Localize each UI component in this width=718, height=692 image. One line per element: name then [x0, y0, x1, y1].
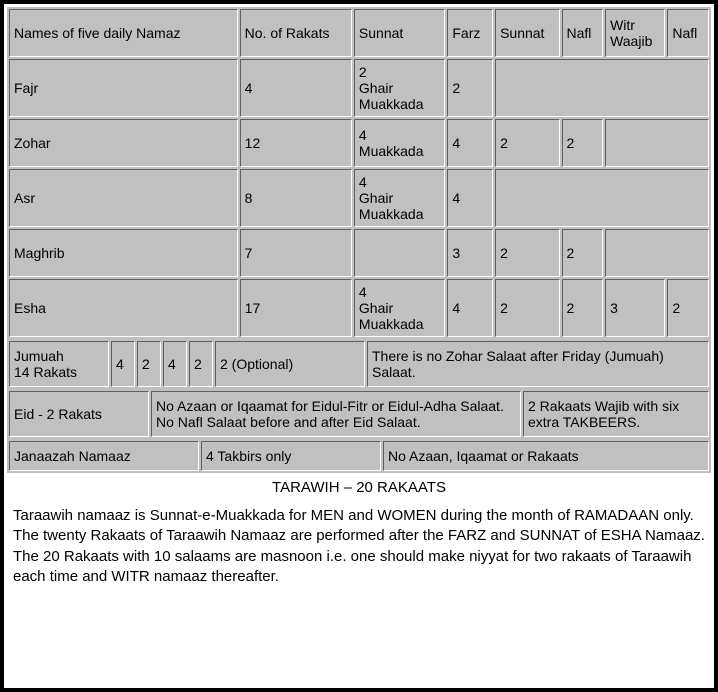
cell-rakats: 17	[240, 279, 352, 337]
jumuah-note: There is no Zohar Salaat after Friday (J…	[367, 341, 709, 387]
namaz-table: Names of five daily Namaz No. of Rakats …	[7, 7, 711, 339]
col-nafl1: Nafl	[562, 9, 604, 57]
eid-note1: No Azaan or Iqaamat for Eidul-Fitr or Ei…	[151, 391, 521, 437]
cell-name: Maghrib	[9, 229, 238, 277]
tarawih-body: Taraawih namaaz is Sunnat-e-Muakkada for…	[7, 506, 711, 587]
cell-nafl1: 2	[562, 119, 604, 167]
jumuah-c4: 2	[189, 341, 213, 387]
cell-sunnat2: 2	[495, 119, 559, 167]
cell-name: Fajr	[9, 59, 238, 117]
col-witr: Witr Waajib	[605, 9, 665, 57]
table-row: Zohar 12 4 Muakkada 4 2 2	[9, 119, 709, 167]
jumuah-table: Jumuah 14 Rakats 4 2 4 2 2 (Optional) Th…	[7, 339, 711, 389]
tarawih-p1: Taraawih namaaz is Sunnat-e-Muakkada for…	[13, 507, 694, 524]
cell-sunnat1: 4 Ghair Muakkada	[354, 279, 445, 337]
janaazah-c2: No Azaan, Iqaamat or Rakaats	[383, 441, 709, 471]
cell-rakats: 8	[240, 169, 352, 227]
tarawih-title: TARAWIH – 20 RAKAATS	[7, 479, 711, 496]
jumuah-c5: 2 (Optional)	[215, 341, 365, 387]
col-farz: Farz	[447, 9, 493, 57]
cell-sunnat1: 4 Muakkada	[354, 119, 445, 167]
cell-nafl1: 2	[562, 229, 604, 277]
table-row: Esha 17 4 Ghair Muakkada 4 2 2 3 2	[9, 279, 709, 337]
jumuah-label: Jumuah 14 Rakats	[9, 341, 109, 387]
eid-note2: 2 Rakaats Wajib with six extra TAKBEERS.	[523, 391, 709, 437]
table-row: Jumuah 14 Rakats 4 2 4 2 2 (Optional) Th…	[9, 341, 709, 387]
tarawih-p2: The twenty Rakaats of Taraawih Namaaz ar…	[13, 527, 705, 585]
col-sunnat1: Sunnat	[354, 9, 445, 57]
table-row: Fajr 4 2 Ghair Muakkada 2	[9, 59, 709, 117]
cell-name: Zohar	[9, 119, 238, 167]
cell-farz: 4	[447, 279, 493, 337]
cell-empty	[605, 119, 709, 167]
cell-empty	[605, 229, 709, 277]
janaazah-table: Janaazah Namaaz 4 Takbirs only No Azaan,…	[7, 439, 711, 473]
table-header-row: Names of five daily Namaz No. of Rakats …	[9, 9, 709, 57]
col-rakats: No. of Rakats	[240, 9, 352, 57]
jumuah-c1: 4	[111, 341, 135, 387]
cell-farz: 4	[447, 169, 493, 227]
jumuah-c3: 4	[163, 341, 187, 387]
cell-sunnat2: 2	[495, 279, 559, 337]
table-row: Asr 8 4 Ghair Muakkada 4	[9, 169, 709, 227]
cell-sunnat1: 4 Ghair Muakkada	[354, 169, 445, 227]
table-row: Maghrib 7 3 2 2	[9, 229, 709, 277]
janaazah-label: Janaazah Namaaz	[9, 441, 199, 471]
table-row: Janaazah Namaaz 4 Takbirs only No Azaan,…	[9, 441, 709, 471]
cell-witr: 3	[605, 279, 665, 337]
cell-farz: 4	[447, 119, 493, 167]
cell-rakats: 7	[240, 229, 352, 277]
cell-name: Esha	[9, 279, 238, 337]
eid-table: Eid - 2 Rakats No Azaan or Iqaamat for E…	[7, 389, 711, 439]
col-nafl2: Nafl	[667, 9, 709, 57]
cell-empty	[495, 59, 709, 117]
cell-rakats: 4	[240, 59, 352, 117]
cell-sunnat2: 2	[495, 229, 559, 277]
cell-empty	[495, 169, 709, 227]
cell-nafl2: 2	[667, 279, 709, 337]
cell-farz: 2	[447, 59, 493, 117]
table-row: Eid - 2 Rakats No Azaan or Iqaamat for E…	[9, 391, 709, 437]
cell-sunnat1: 2 Ghair Muakkada	[354, 59, 445, 117]
eid-label: Eid - 2 Rakats	[9, 391, 149, 437]
cell-rakats: 12	[240, 119, 352, 167]
page-frame: Names of five daily Namaz No. of Rakats …	[0, 0, 718, 692]
col-name: Names of five daily Namaz	[9, 9, 238, 57]
jumuah-c2: 2	[137, 341, 161, 387]
col-sunnat2: Sunnat	[495, 9, 559, 57]
cell-nafl1: 2	[562, 279, 604, 337]
cell-sunnat1	[354, 229, 445, 277]
cell-farz: 3	[447, 229, 493, 277]
janaazah-c1: 4 Takbirs only	[201, 441, 381, 471]
cell-name: Asr	[9, 169, 238, 227]
